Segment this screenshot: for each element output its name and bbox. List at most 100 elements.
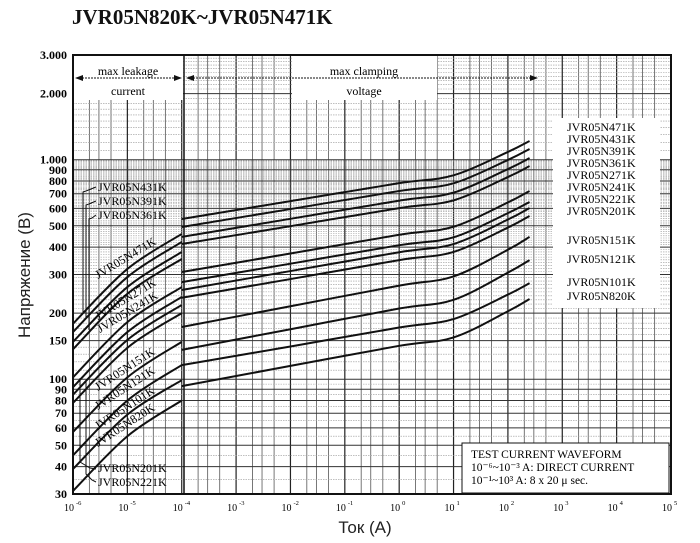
series-JVR05N471K-clamping (181, 140, 530, 220)
label-201: JVR05N201K (98, 461, 167, 475)
legend-box (553, 118, 660, 308)
x-tick-label: 10 (445, 503, 455, 514)
x-tick-label: 10 (553, 503, 563, 514)
series-JVR05N431K-clamping (181, 148, 530, 228)
y-tick-label: 50 (55, 438, 67, 452)
series-JVR05N820K-leakage (72, 399, 183, 492)
series-JVR05N271K-clamping (181, 190, 531, 273)
series-JVR05N241K-leakage (72, 296, 183, 388)
x-tick-exponent: -6 (76, 500, 82, 507)
series-JVR05N271K-leakage (72, 286, 183, 379)
y-tick-label: 2.000 (40, 87, 67, 101)
y-tick-label: 100 (49, 372, 67, 386)
series-JVR05N361K-clamping (181, 165, 530, 246)
y-tick-label: 1.000 (40, 153, 67, 167)
x-tick-exponent: -1 (348, 500, 353, 507)
series-JVR05N201K-leakage (72, 312, 183, 404)
legend-item: JVR05N101K (567, 275, 636, 289)
legend-item: JVR05N471K (567, 120, 636, 134)
legend-item: JVR05N431K (567, 132, 636, 146)
series-JVR05N241K-clamping (181, 201, 531, 284)
y-axis-label: Напряжение (В) (15, 212, 34, 338)
y-tick-label: 3.000 (40, 48, 67, 62)
x-tick-label: 10 (336, 503, 346, 514)
x-tick-exponent: 3 (565, 500, 568, 507)
legend-item: JVR05N221K (567, 192, 636, 206)
y-tick-label: 300 (49, 268, 67, 282)
leakage-label-1: max leakage (98, 64, 158, 78)
x-tick-label: 10 (64, 503, 74, 514)
y-tick-label: 200 (49, 306, 67, 320)
label-431: JVR05N431K (98, 180, 167, 194)
y-tick-label: 70 (55, 406, 67, 420)
y-tick-label: 60 (55, 421, 67, 435)
series-JVR05N121K-clamping (181, 259, 531, 351)
series-JVR05N221K-leakage (72, 304, 183, 396)
x-tick-label: 10 (118, 503, 128, 514)
x-tick-exponent: 5 (674, 500, 677, 507)
legend-item: JVR05N820K (567, 289, 636, 303)
x-tick-label: 10 (608, 503, 618, 514)
x-tick-exponent: 0 (402, 500, 405, 507)
series-JVR05N361K-leakage (72, 258, 183, 350)
legend-item: JVR05N121K (567, 252, 636, 266)
y-tick-label: 90 (55, 382, 67, 396)
clamping-label-1: max clamping (330, 64, 398, 78)
series-JVR05N471K-leakage (72, 233, 183, 325)
series-JVR05N431K-leakage (72, 241, 183, 333)
y-tick-label: 800 (49, 174, 67, 188)
label-361: JVR05N361K (98, 208, 167, 222)
series-JVR05N101K-clamping (181, 282, 531, 367)
x-tick-exponent: 4 (620, 500, 624, 507)
clamping-label-2: voltage (346, 84, 381, 98)
leakage-label-2: current (111, 84, 146, 98)
legend-item: JVR05N151K (567, 233, 636, 247)
x-tick-exponent: -2 (293, 500, 298, 507)
note-line-1: TEST CURRENT WAVEFORM (471, 449, 622, 461)
series-JVR05N151K-leakage (72, 341, 183, 433)
series-JVR05N151K-clamping (181, 236, 531, 328)
x-tick-label: 10 (227, 503, 237, 514)
y-tick-label: 700 (49, 187, 67, 201)
x-tick-label: 10 (281, 503, 291, 514)
note-line-2: 10⁻⁶~10⁻³ A: DIRECT CURRENT (471, 462, 634, 474)
legend: JVR05N471K JVR05N431K JVR05N391K JVR05N3… (567, 120, 636, 303)
x-tick-exponent: -3 (239, 500, 244, 507)
chart-title: JVR05N820K~JVR05N471K (72, 5, 333, 29)
series-JVR05N221K-clamping (181, 207, 531, 291)
legend-item: JVR05N361K (567, 156, 636, 170)
plot-frame (72, 54, 672, 495)
x-tick-label: 10 (390, 503, 400, 514)
x-tick-label: 10 (173, 503, 183, 514)
y-tick-label: 150 (49, 334, 67, 348)
series-JVR05N121K-leakage (72, 364, 183, 457)
y-tick-label: 600 (49, 201, 67, 215)
x-tick-label: 10 (499, 503, 509, 514)
y-tick-label: 80 (55, 393, 67, 407)
legend-item: JVR05N271K (567, 168, 636, 182)
legend-item: JVR05N391K (567, 144, 636, 158)
series-JVR05N101K-leakage (72, 379, 183, 470)
x-tick-exponent: -4 (185, 500, 191, 507)
series-JVR05N201K-clamping (181, 215, 531, 299)
series-JVR05N820K-clamping (181, 298, 531, 388)
x-axis-ticks: 10 -6 10 -5 10 -4 10 -3 10 -2 10 -1 10 0 10 1 10 2 10 3 10 4 1… (64, 500, 677, 514)
series-JVR05N391K-leakage (72, 251, 183, 343)
legend-item: JVR05N201K (567, 204, 636, 218)
label-221: JVR05N221K (98, 475, 167, 489)
y-tick-label: 500 (49, 219, 67, 233)
y-tick-label: 30 (55, 487, 67, 501)
x-axis-label: Ток (А) (338, 518, 391, 537)
x-tick-label: 10 (662, 503, 672, 514)
series-JVR05N391K-clamping (181, 157, 530, 238)
x-tick-exponent: -5 (130, 500, 135, 507)
leader-lines (79, 186, 97, 483)
y-tick-label: 900 (49, 163, 67, 177)
y-tick-label: 40 (55, 460, 67, 474)
x-tick-exponent: 2 (511, 500, 514, 507)
note-line-3: 10⁻¹~10³ A: 8 x 20 μ sec. (471, 475, 588, 487)
legend-item: JVR05N241K (567, 180, 636, 194)
y-tick-label: 400 (49, 240, 67, 254)
